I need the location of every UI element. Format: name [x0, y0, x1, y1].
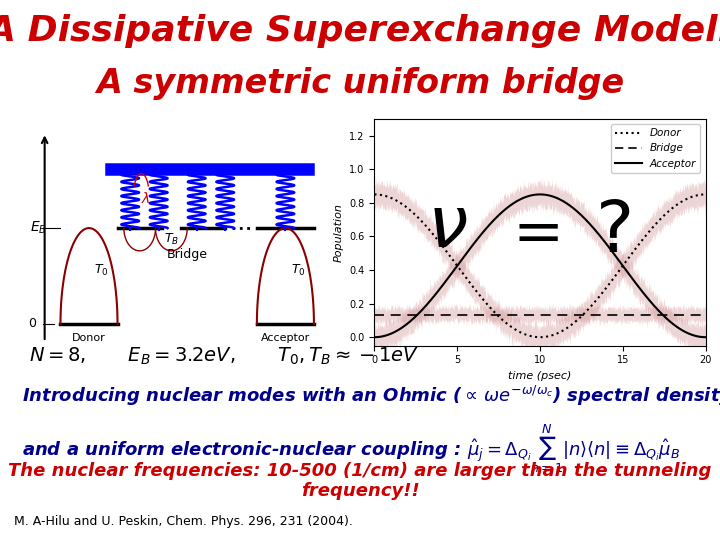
- Line: Donor: Donor: [374, 194, 706, 337]
- Text: A Dissipative Superexchange Model:: A Dissipative Superexchange Model:: [0, 14, 720, 48]
- Bridge: [516, 311, 525, 318]
- Text: $E_B$: $E_B$: [30, 220, 48, 237]
- Donor: [504, 321, 513, 328]
- Y-axis label: Population: Population: [334, 202, 343, 262]
- Text: $T_0$: $T_0$: [291, 262, 305, 278]
- Text: $\nu$: $\nu$: [427, 193, 467, 262]
- Bridge: [598, 311, 606, 318]
- Text: $=$: $=$: [500, 202, 559, 262]
- Acceptor: [404, 320, 413, 326]
- Acceptor: [536, 191, 544, 198]
- Bridge: [370, 311, 379, 318]
- Donor: [598, 290, 606, 296]
- Text: A symmetric uniform bridge: A symmetric uniform bridge: [96, 68, 624, 100]
- Donor: [516, 329, 525, 335]
- Bridge: [404, 311, 413, 318]
- Text: M. A-Hilu and U. Peskin, Chem. Phys. 296, 231 (2004).: M. A-Hilu and U. Peskin, Chem. Phys. 296…: [14, 515, 354, 528]
- Bridge: [701, 311, 710, 318]
- Text: The nuclear frequencies: 10-500 (1/cm) are larger than the tunneling
frequency!!: The nuclear frequencies: 10-500 (1/cm) a…: [9, 462, 711, 501]
- Text: $\lambda$: $\lambda$: [141, 191, 150, 206]
- Acceptor: [370, 334, 379, 340]
- Bridge: [634, 311, 643, 318]
- Text: $?$: $?$: [595, 198, 631, 267]
- Donor: [634, 241, 643, 247]
- Donor: [404, 205, 413, 212]
- Bridge: [629, 311, 637, 318]
- Text: and a uniform electronic-nuclear coupling : $\hat{\mu}_j = \Delta_{Q_i}\sum_{n=1: and a uniform electronic-nuclear couplin…: [22, 422, 680, 475]
- Text: 0: 0: [28, 317, 36, 330]
- Donor: [629, 249, 637, 255]
- Acceptor: [504, 204, 513, 210]
- Text: Bridge: Bridge: [167, 248, 207, 261]
- Bridge: [504, 311, 513, 318]
- Text: $T_B$: $T_B$: [164, 232, 179, 247]
- Text: Donor: Donor: [72, 333, 106, 343]
- X-axis label: time (psec): time (psec): [508, 371, 572, 381]
- Legend: Donor, Bridge, Acceptor: Donor, Bridge, Acceptor: [611, 124, 701, 173]
- Donor: [701, 191, 710, 198]
- Text: $T_0$: $T_0$: [94, 262, 109, 278]
- Text: Introducing nuclear modes with an Ohmic ($\propto\,\omega e^{-\omega/\omega_c}$): Introducing nuclear modes with an Ohmic …: [22, 383, 720, 408]
- Acceptor: [629, 276, 637, 283]
- Text: Acceptor: Acceptor: [261, 333, 310, 343]
- Acceptor: [701, 334, 710, 340]
- Acceptor: [516, 196, 525, 202]
- Donor: [536, 334, 544, 340]
- Acceptor: [634, 284, 643, 291]
- Donor: [370, 191, 379, 198]
- Line: Acceptor: Acceptor: [374, 194, 706, 337]
- Text: $N = 8, \qquad E_B = 3.2eV, \qquad T_0, T_B \approx -1eV$: $N = 8, \qquad E_B = 3.2eV, \qquad T_0, …: [29, 346, 419, 367]
- Acceptor: [598, 235, 606, 242]
